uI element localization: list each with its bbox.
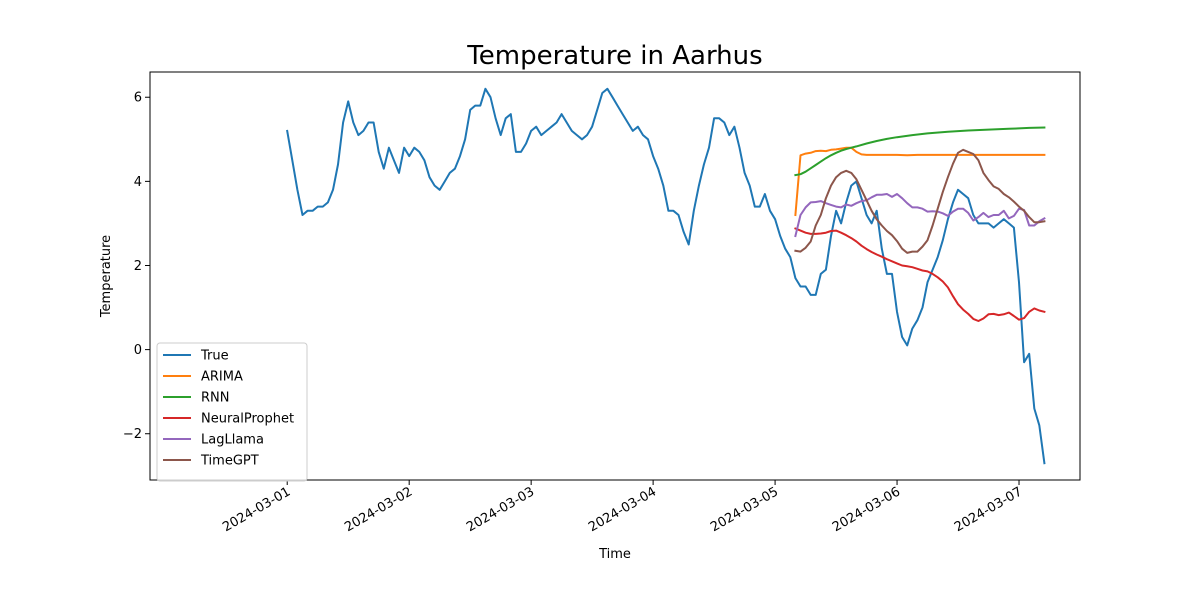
legend-label: NeuralProphet [201,412,294,427]
legend-label: LagLlama [201,433,264,448]
series-line-true [286,87,1046,465]
series-line-lagllama [794,193,1046,238]
y-tick-label: 6 [134,91,142,106]
series-lines [286,87,1046,465]
legend-label: True [200,349,229,364]
series-line-neuralprophet [794,227,1046,322]
legend-label: TimeGPT [200,454,259,469]
legend-label: ARIMA [201,370,243,385]
chart-title: Temperature in Aarhus [466,41,762,71]
y-tick-label: 4 [134,175,142,190]
y-tick-label: 0 [134,343,142,358]
series-line-timegpt [794,148,1046,254]
x-axis-label: Time [598,547,631,562]
y-axis-label: Temperature [99,235,114,318]
legend-box [156,342,308,482]
legend-label: RNN [201,391,229,406]
y-tick-label: 2 [134,259,142,274]
y-tick-label: −2 [123,427,142,442]
legend: True ARIMA RNN NeuralProphet LagLlama TimeGPT [156,342,308,482]
series-line-rnn [794,126,1046,177]
series-line-arima [794,146,1046,217]
plot-frame [149,71,1081,481]
